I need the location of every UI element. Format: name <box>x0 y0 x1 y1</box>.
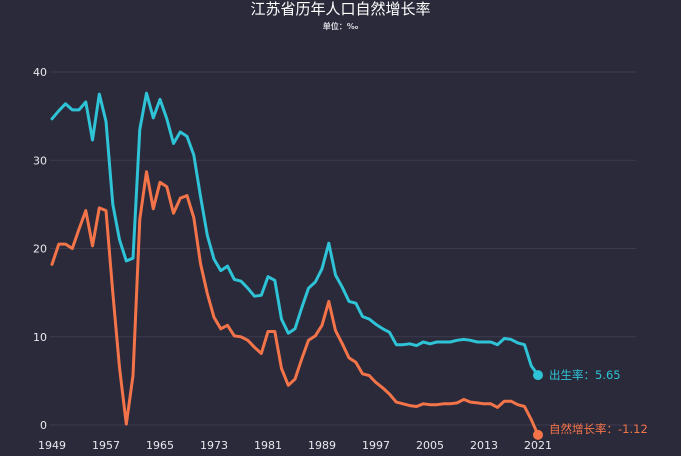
x-axis: 1949 1957 1965 1973 1981 1989 1997 2005 2013 2021 <box>38 439 552 452</box>
x-tick-label: 2005 <box>416 439 444 452</box>
y-tick-label: 0 <box>40 419 47 432</box>
y-tick-label: 30 <box>33 154 47 167</box>
x-tick-label: 1989 <box>308 439 336 452</box>
x-tick-label: 1949 <box>38 439 66 452</box>
natural-growth-end-label: 自然增长率：-1.12 <box>549 422 648 436</box>
birth-rate-line <box>50 91 540 377</box>
x-tick-label: 1997 <box>362 439 390 452</box>
chart-title: 江苏省历年人口自然增长率 <box>250 0 431 18</box>
y-tick-label: 10 <box>33 331 47 344</box>
x-tick-label: 2021 <box>524 439 552 452</box>
natural-growth-line <box>50 170 540 437</box>
y-tick-label: 20 <box>33 243 47 256</box>
x-tick-label: 2013 <box>470 439 498 452</box>
x-tick-label: 1981 <box>254 439 282 452</box>
y-tick-label: 40 <box>33 66 47 79</box>
natural-growth-end-marker[interactable] <box>533 429 543 440</box>
chart-subtitle: 单位：‰ <box>322 22 359 31</box>
x-tick-label: 1973 <box>200 439 228 452</box>
y-axis: 0 10 20 30 40 <box>33 66 47 432</box>
birth-rate-end-label: 出生率：5.65 <box>549 368 621 382</box>
birth-rate-end-marker[interactable] <box>533 370 543 381</box>
x-tick-label: 1965 <box>146 439 174 452</box>
grid-lines <box>50 71 636 426</box>
x-tick-label: 1957 <box>92 439 120 452</box>
